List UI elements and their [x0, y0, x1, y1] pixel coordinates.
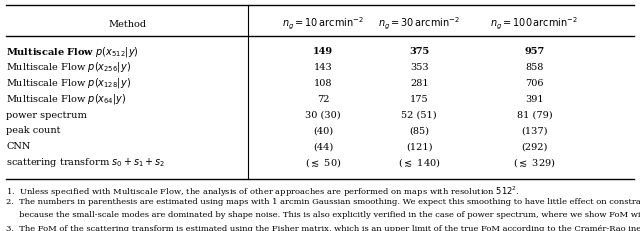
Text: power spectrum: power spectrum — [6, 110, 87, 119]
Text: 52 (51): 52 (51) — [401, 110, 437, 119]
Text: (40): (40) — [313, 126, 333, 135]
Text: 2.  The numbers in parenthesis are estimated using maps with 1 arcmin Gaussian s: 2. The numbers in parenthesis are estima… — [6, 197, 640, 205]
Text: (137): (137) — [521, 126, 548, 135]
Text: Multiscale Flow $p(x_{128}|y)$: Multiscale Flow $p(x_{128}|y)$ — [6, 76, 131, 90]
Text: 281: 281 — [410, 79, 429, 87]
Text: (292): (292) — [521, 142, 548, 151]
Text: (85): (85) — [409, 126, 429, 135]
Text: 3.  The FoM of the scattering transform is estimated using the Fisher matrix, wh: 3. The FoM of the scattering transform i… — [6, 224, 640, 231]
Text: ($\lesssim$ 50): ($\lesssim$ 50) — [305, 156, 341, 168]
Text: 72: 72 — [317, 94, 330, 103]
Text: Multiscale Flow $p(x_{64}|y)$: Multiscale Flow $p(x_{64}|y)$ — [6, 92, 127, 106]
Text: 1.  Unless specified with Multiscale Flow, the analysis of other approaches are : 1. Unless specified with Multiscale Flow… — [6, 184, 520, 198]
Text: (121): (121) — [406, 142, 433, 151]
Text: 706: 706 — [525, 79, 543, 87]
Text: peak count: peak count — [6, 126, 61, 135]
Text: 858: 858 — [525, 63, 543, 72]
Text: Method: Method — [109, 20, 147, 29]
Text: ($\lesssim$ 140): ($\lesssim$ 140) — [398, 156, 440, 168]
Text: 143: 143 — [314, 63, 333, 72]
Text: 81 (79): 81 (79) — [516, 110, 552, 119]
Text: because the small-scale modes are dominated by shape noise. This is also explici: because the small-scale modes are domina… — [6, 210, 640, 218]
Text: ($\lesssim$ 329): ($\lesssim$ 329) — [513, 156, 556, 168]
Text: scattering transform $s_0 + s_1 + s_2$: scattering transform $s_0 + s_1 + s_2$ — [6, 155, 166, 169]
Text: 149: 149 — [313, 47, 333, 56]
Text: 353: 353 — [410, 63, 429, 72]
Text: $n_g = 30\,\mathrm{arcmin}^{-2}$: $n_g = 30\,\mathrm{arcmin}^{-2}$ — [378, 16, 460, 32]
Text: Multiscale Flow $p(x_{512}|y)$: Multiscale Flow $p(x_{512}|y)$ — [6, 44, 140, 58]
Text: 108: 108 — [314, 79, 332, 87]
Text: 30 (30): 30 (30) — [305, 110, 341, 119]
Text: 957: 957 — [524, 47, 545, 56]
Text: CNN: CNN — [6, 142, 31, 151]
Text: Multiscale Flow $p(x_{256}|y)$: Multiscale Flow $p(x_{256}|y)$ — [6, 60, 131, 74]
Text: $n_g = 10\,\mathrm{arcmin}^{-2}$: $n_g = 10\,\mathrm{arcmin}^{-2}$ — [282, 16, 364, 32]
Text: 375: 375 — [409, 47, 429, 56]
Text: 391: 391 — [525, 94, 544, 103]
Text: (44): (44) — [313, 142, 333, 151]
Text: $n_g = 100\,\mathrm{arcmin}^{-2}$: $n_g = 100\,\mathrm{arcmin}^{-2}$ — [490, 16, 579, 32]
Text: 175: 175 — [410, 94, 429, 103]
